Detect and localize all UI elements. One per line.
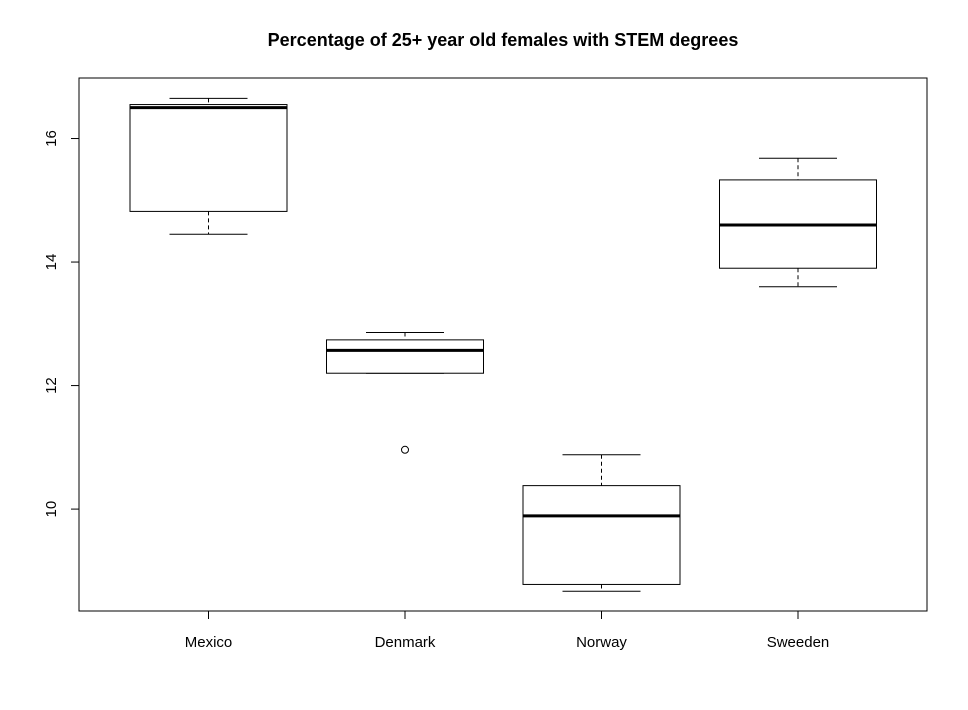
y-tick-label: 10 <box>43 501 60 518</box>
y-tick-label: 16 <box>43 130 60 147</box>
y-tick-label: 14 <box>43 254 60 271</box>
box-sweeden <box>719 157 877 288</box>
y-tick-label: 12 <box>43 377 60 394</box>
x-tick-label: Sweeden <box>767 634 830 651</box>
iqr-box <box>522 485 681 585</box>
x-tick-label: Mexico <box>185 634 233 651</box>
x-axis: Mexico Denmark Norway Sweeden <box>185 610 830 651</box>
x-tick-label: Denmark <box>375 634 436 651</box>
box-denmark <box>326 331 484 454</box>
outlier-point <box>401 445 409 454</box>
iqr-box <box>129 104 288 212</box>
iqr-box <box>326 339 484 374</box>
y-axis: 10 12 14 16 <box>43 130 80 518</box>
x-tick-label: Norway <box>576 634 627 651</box>
box-mexico <box>129 97 288 235</box>
box-norway <box>522 454 681 592</box>
chart-title: Percentage of 25+ year old females with … <box>268 30 739 50</box>
boxplot-series <box>129 97 877 592</box>
